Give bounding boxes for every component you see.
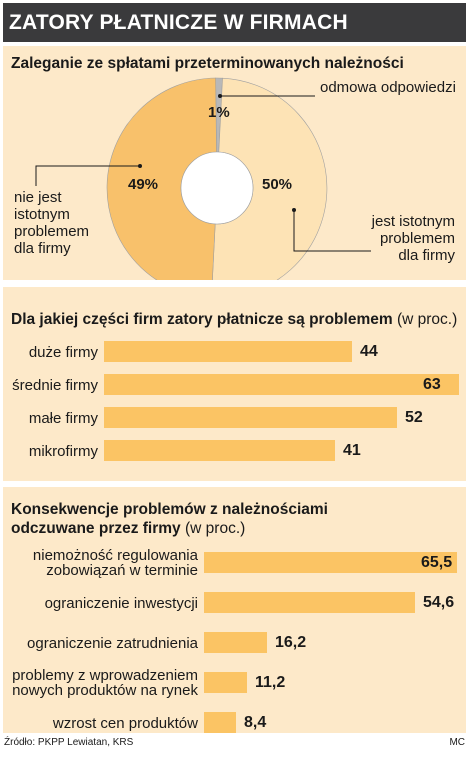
label-not-problem-line-3: problemem (14, 223, 90, 240)
footer: Źródło: PKPP Lewiatan, KRS MC (4, 737, 465, 748)
leader-dot-1 (138, 164, 142, 168)
consequence-label: ograniczenie inwestycji (45, 596, 198, 611)
consequence-bar (204, 672, 247, 693)
donut-panel: Zaleganie ze spłatami przeterminowanych … (3, 46, 466, 280)
firm-size-bar (104, 374, 459, 395)
consequence-label: wzrost cen produktów (53, 716, 198, 731)
leader-dot-3 (218, 94, 222, 98)
consequence-label-line: ograniczenie inwestycji (44, 594, 198, 612)
consequence-value: 65,5 (421, 554, 453, 571)
consequence-label-line: problemy z wprowadzeniem (12, 667, 198, 684)
firm-size-bar (104, 440, 335, 461)
label-not-problem-line-1: nie jest (14, 189, 62, 206)
label-problem-line-1: jest istotnym (371, 213, 455, 230)
firm-size-bar (104, 341, 352, 362)
consequences-title-line2: odczuwane przez firmy (11, 520, 181, 537)
firm-size-value: 44 (360, 343, 378, 360)
label-not-problem-line-2: istotnym (14, 206, 70, 223)
consequence-label-line: niemożność regulowania (32, 547, 198, 564)
source-note: Źródło: PKPP Lewiatan, KRS (4, 737, 134, 748)
consequence-bar (204, 552, 457, 573)
leader-dot-2 (292, 208, 296, 212)
firm-size-label: średnie firmy (12, 378, 98, 393)
firm-size-value: 52 (405, 409, 423, 426)
firm-size-label-line: mikrofirmy (28, 442, 98, 460)
leader-problem (293, 210, 371, 252)
firm-size-label: duże firmy (29, 345, 98, 360)
firm-size-label: mikrofirmy (29, 444, 98, 459)
consequence-label-line: wzrost cen produktów (52, 714, 198, 732)
consequence-label: ograniczenie zatrudnienia (27, 636, 198, 651)
label-problem-line-3: dla firmy (398, 247, 455, 264)
firm-size-title-main: Dla jakiej części firm zatory płatnicze … (11, 311, 393, 328)
label-refuse: odmowa odpowiedzi (320, 79, 456, 96)
consequences-title-line1: Konsekwencje problemów z należnościami (11, 501, 328, 518)
firm-size-unit: (w proc.) (396, 311, 458, 328)
firm-size-label-line: duże firmy (28, 343, 98, 361)
firm-size-label: małe firmy (29, 411, 98, 426)
consequence-label-line: ograniczenie zatrudnienia (27, 634, 198, 652)
firm-size-bar (104, 407, 397, 428)
firm-size-panel: Dla jakiej części firm zatory płatnicze … (3, 287, 466, 481)
consequence-label-line: zobowiązań w terminie (46, 562, 198, 579)
firm-size-label-line: średnie firmy (12, 376, 98, 394)
firm-size-value: 41 (343, 442, 361, 459)
consequence-label: niemożność regulowania zobowiązań w termi… (33, 548, 198, 578)
consequence-label: problemy z wprowadzeniem nowych produktów… (12, 668, 198, 698)
leader-not-problem (35, 165, 140, 186)
author-initials: MC (449, 737, 465, 748)
page-title: ZATORY PŁATNICZE W FIRMACH (3, 3, 466, 42)
firm-size-title: Dla jakiej części firm zatory płatnicze … (11, 310, 457, 329)
firm-size-value: 63 (423, 376, 441, 393)
label-not-problem: nie jest istotnym problemem dla firmy (14, 189, 89, 257)
consequence-label-line: nowych produktów na rynek (12, 682, 198, 699)
pct-problem: 50% (262, 176, 293, 193)
consequence-bar (204, 592, 415, 613)
consequences-panel: Konsekwencje problemów z należnościami o… (3, 487, 466, 733)
consequence-bar (204, 632, 267, 653)
consequence-value: 54,6 (423, 594, 455, 611)
donut-hole (180, 151, 254, 225)
pct-refuse: 1% (208, 104, 230, 121)
donut-chart (35, 77, 371, 280)
label-problem-line-2: problemem (379, 230, 455, 247)
pct-not-problem: 49% (128, 176, 159, 193)
firm-size-label-line: małe firmy (28, 409, 98, 427)
label-problem: jest istotnym problemem dla firmy (372, 213, 455, 264)
donut-title: Zaleganie ze spłatami przeterminowanych … (11, 55, 404, 72)
consequence-value: 16,2 (275, 634, 307, 651)
consequences-title: Konsekwencje problemów z należnościami o… (11, 500, 451, 538)
consequence-bar (204, 712, 236, 733)
consequence-value: 11,2 (255, 674, 286, 691)
consequences-unit: (w proc.) (185, 520, 246, 537)
consequence-value: 8,4 (244, 714, 267, 731)
label-not-problem-line-4: dla firmy (14, 240, 71, 257)
